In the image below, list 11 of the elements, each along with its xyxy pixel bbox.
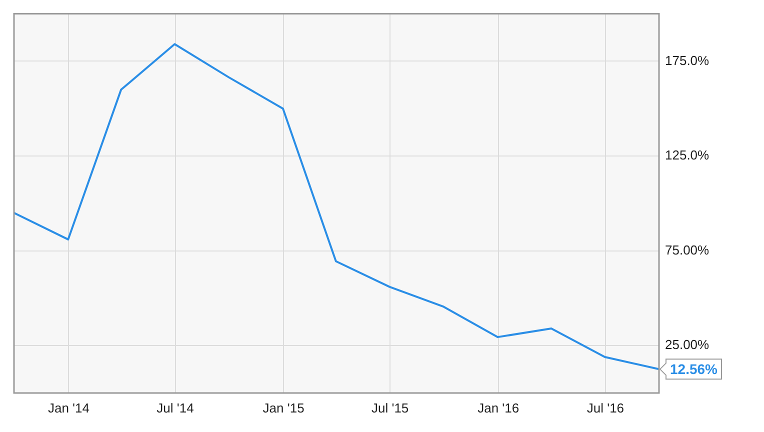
x-tick-label: Jan '15 — [262, 400, 304, 416]
x-tick-label: Jul '14 — [156, 400, 194, 416]
y-tick-label: 25.00% — [665, 337, 710, 352]
x-tick-label: Jan '16 — [478, 400, 520, 416]
y-tick-label: 125.0% — [665, 148, 710, 163]
y-tick-label: 75.00% — [665, 242, 710, 258]
x-tick-label: Jan '14 — [48, 400, 90, 416]
x-tick-label: Jul '16 — [586, 400, 624, 416]
x-tick-label: Jul '15 — [371, 400, 409, 416]
y-tick-label: 175.0% — [665, 52, 710, 68]
annotation: 12.56% — [670, 361, 718, 378]
